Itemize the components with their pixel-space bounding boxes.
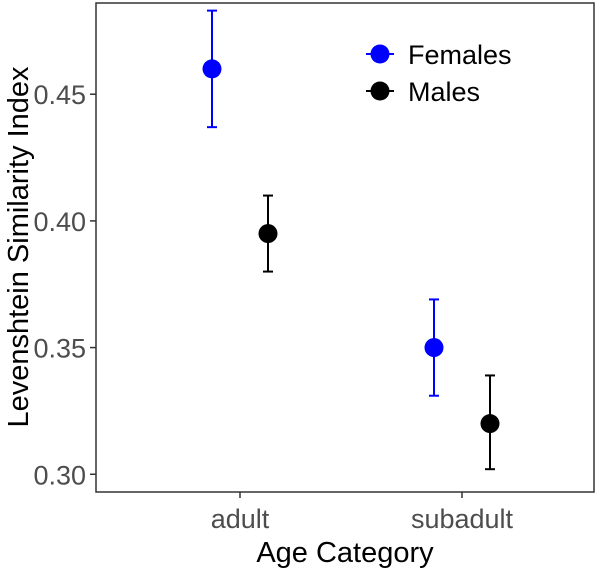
plot-panel bbox=[95, 2, 595, 493]
data-point bbox=[202, 59, 222, 79]
data-point bbox=[480, 414, 500, 434]
x-axis: adult subadult bbox=[211, 492, 514, 534]
y-axis-title: Levenshtein Similarity Index bbox=[3, 66, 35, 428]
data-point bbox=[258, 224, 278, 244]
legend-label: Males bbox=[408, 77, 480, 107]
legend: Females Males bbox=[366, 40, 512, 107]
legend-key-point bbox=[370, 81, 390, 101]
x-tick-label: subadult bbox=[411, 504, 514, 534]
data-point bbox=[424, 338, 444, 358]
y-tick-label: 0.30 bbox=[33, 460, 86, 490]
y-tick-label: 0.35 bbox=[33, 334, 86, 364]
legend-key-point bbox=[370, 44, 390, 64]
y-tick-label: 0.45 bbox=[33, 80, 86, 110]
x-axis-title: Age Category bbox=[256, 537, 434, 569]
legend-label: Females bbox=[408, 40, 512, 70]
x-tick-label: adult bbox=[211, 504, 270, 534]
data-marks bbox=[202, 9, 500, 471]
y-tick-label: 0.40 bbox=[33, 207, 86, 237]
y-axis: 0.30 0.35 0.40 0.45 bbox=[33, 80, 96, 490]
